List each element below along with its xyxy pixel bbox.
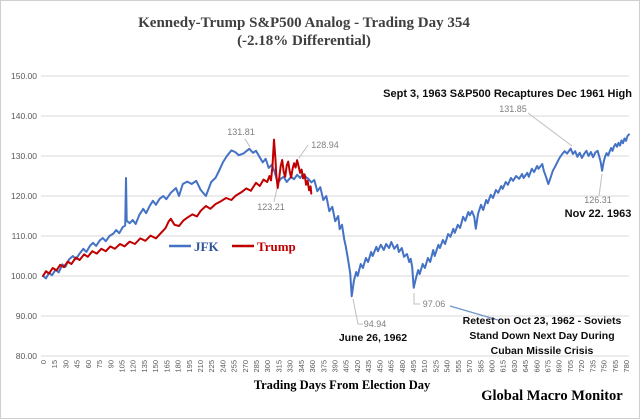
x-tick-label-690: 690 [555, 360, 564, 373]
x-tick-label-675: 675 [544, 360, 553, 373]
annotations: Sept 3, 1963 S&P500 Recaptures Dec 1961 … [227, 88, 632, 357]
leader-9706-to-retest [449, 305, 499, 321]
legend-jfk-label: JFK [194, 239, 219, 254]
x-tick-label-450: 450 [375, 360, 384, 373]
gridlines [41, 75, 629, 357]
x-tick-label-360: 360 [308, 360, 317, 373]
y-tick-label-100: 100.00 [11, 271, 37, 281]
series-line-trump [42, 138, 313, 277]
x-tick-label-270: 270 [241, 360, 250, 373]
x-tick-label-525: 525 [431, 360, 440, 373]
x-tick-label-45: 45 [73, 360, 82, 368]
value-131-85-leader [527, 112, 573, 147]
branding-global-macro-monitor: Global Macro Monitor [481, 388, 623, 404]
legend-trump-label: Trump [257, 239, 296, 254]
x-tick-label-555: 555 [454, 360, 463, 373]
value-128-94-leader [298, 144, 309, 159]
x-tick-label-300: 300 [263, 360, 272, 373]
x-tick-label-585: 585 [476, 360, 485, 373]
value-126-31: 126.31 [584, 195, 612, 205]
x-tick-label-465: 465 [387, 360, 396, 373]
x-tick-label-645: 645 [521, 360, 530, 373]
x-tick-label-15: 15 [50, 360, 59, 368]
x-tick-label-345: 345 [297, 360, 306, 373]
x-tick-label-0: 0 [39, 360, 48, 364]
x-tick-label-30: 30 [61, 360, 70, 368]
x-tick-label-390: 390 [331, 360, 340, 373]
x-tick-label-660: 660 [532, 360, 541, 373]
x-tick-label-315: 315 [274, 360, 283, 373]
x-tick-label-735: 735 [588, 360, 597, 373]
x-axis-tick-labels: 0 15 30 45 60 75 90 105 120 135 150 165 180 195 210 225… [39, 360, 631, 373]
series-lines [42, 133, 630, 298]
x-tick-label-330: 330 [286, 360, 295, 373]
x-tick-label-105: 105 [117, 360, 126, 373]
value-131-85: 131.85 [499, 104, 527, 114]
value-128-94: 128.94 [311, 140, 339, 150]
value-126-31-leader [598, 173, 603, 197]
x-tick-label-240: 240 [218, 360, 227, 373]
y-tick-label-130: 130.00 [11, 151, 37, 161]
y-axis-tick-labels: 80.00 90.00 100.00 110.00 120.00 130.00 140.00… [11, 71, 37, 361]
chart-title-line2: (-2.18% Differential) [237, 33, 371, 49]
y-tick-label-110: 110.00 [12, 231, 38, 241]
legend: JFK Trump [169, 239, 296, 254]
x-tick-label-495: 495 [409, 360, 418, 373]
y-tick-label-120: 120.00 [11, 191, 37, 201]
value-97-06: 97.06 [423, 299, 446, 309]
x-tick-label-120: 120 [129, 360, 138, 373]
x-tick-label-255: 255 [230, 360, 239, 373]
value-97-06-leader [413, 293, 420, 305]
x-axis-title: Trading Days From Election Day [254, 378, 431, 392]
x-tick-label-285: 285 [252, 360, 261, 373]
x-tick-label-540: 540 [443, 360, 452, 373]
value-123-21: 123.21 [257, 202, 285, 212]
note-retest-line3: Cuban Missile Crisis [491, 345, 594, 357]
x-tick-label-600: 600 [487, 360, 496, 373]
y-tick-label-140: 140.00 [11, 111, 37, 121]
x-tick-label-630: 630 [510, 360, 519, 373]
x-tick-label-570: 570 [465, 360, 474, 373]
x-tick-label-405: 405 [342, 360, 351, 373]
annotation-leader-lines [244, 112, 603, 325]
x-tick-label-90: 90 [106, 360, 115, 368]
x-tick-label-60: 60 [84, 360, 93, 368]
note-retest-line1: Retest on Oct 23, 1962 - Soviets [463, 315, 622, 327]
y-tick-label-150: 150.00 [11, 71, 37, 81]
note-sept3-1963: Sept 3, 1963 S&P500 Recaptures Dec 1961 … [383, 88, 632, 100]
x-tick-label-420: 420 [353, 360, 362, 373]
note-retest-line2: Stand Down Next Day During [469, 330, 614, 342]
y-tick-label-90: 90.00 [16, 311, 38, 321]
x-tick-label-615: 615 [499, 360, 508, 373]
x-tick-label-435: 435 [364, 360, 373, 373]
value-131-81: 131.81 [227, 127, 255, 137]
x-tick-label-780: 780 [622, 360, 631, 373]
note-nov22-1963: Nov 22. 1963 [565, 208, 632, 220]
series-line-jfk [42, 133, 630, 298]
value-94-94: 94.94 [364, 319, 387, 329]
x-tick-label-705: 705 [566, 360, 575, 373]
x-tick-label-75: 75 [95, 360, 104, 368]
x-tick-label-150: 150 [151, 360, 160, 373]
chart-title-line1: Kennedy-Trump S&P500 Analog - Trading Da… [138, 15, 470, 31]
value-131-81-leader [244, 138, 251, 148]
note-june26-1962: June 26, 1962 [339, 332, 407, 344]
x-tick-label-225: 225 [207, 360, 216, 373]
y-tick-label-80: 80.00 [16, 351, 38, 361]
x-tick-label-180: 180 [174, 360, 183, 373]
x-tick-label-750: 750 [600, 360, 609, 373]
x-tick-label-765: 765 [611, 360, 620, 373]
x-tick-label-195: 195 [185, 360, 194, 373]
x-tick-label-375: 375 [319, 360, 328, 373]
x-tick-label-210: 210 [196, 360, 205, 373]
x-tick-label-720: 720 [577, 360, 586, 373]
value-94-94-leader [352, 298, 363, 325]
x-tick-label-480: 480 [398, 360, 407, 373]
x-tick-label-510: 510 [420, 360, 429, 373]
x-tick-label-135: 135 [140, 360, 149, 373]
x-tick-label-165: 165 [162, 360, 171, 373]
